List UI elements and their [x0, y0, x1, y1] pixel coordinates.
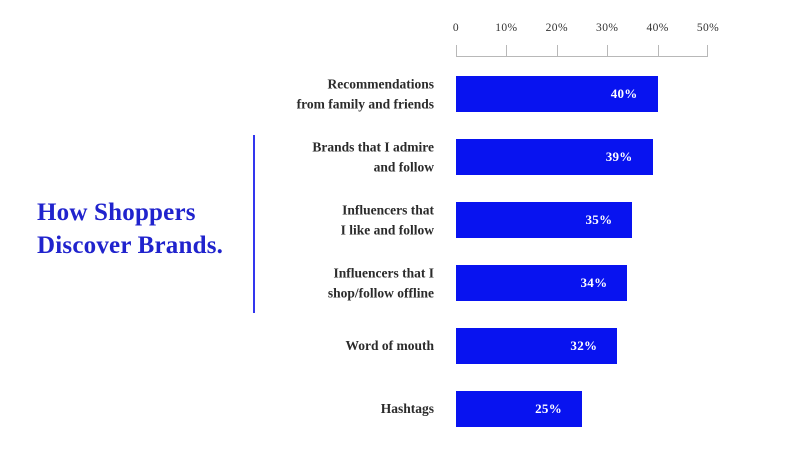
bar-value-label: 34%	[580, 275, 608, 290]
x-axis-tick-labels: 0 10% 20% 30% 40% 50%	[452, 22, 719, 37]
bar-row: Word of mouth 32%	[0, 328, 800, 364]
bar: 40%	[456, 76, 658, 112]
bar-value-label: 39%	[605, 149, 633, 164]
bar: 25%	[456, 391, 582, 427]
bar-row: Hashtags 25%	[0, 391, 800, 427]
axis-tick-label: 40%	[646, 22, 669, 34]
category-label: Influencers that I shop/follow offline	[327, 265, 434, 300]
bar-row: Influencers that I like and follow 35%	[0, 202, 800, 238]
axis-tick	[556, 45, 558, 56]
category-label: Recommendations from family and friends	[296, 76, 434, 111]
x-axis-ruler	[456, 45, 708, 57]
category-label: Hashtags	[380, 401, 434, 417]
category-label: Word of mouth	[345, 338, 434, 354]
chart-title: How Shoppers Discover Brands.	[37, 199, 224, 259]
axis-tick	[607, 45, 609, 56]
axis-tick-label: 10%	[495, 22, 518, 34]
axis-tick	[657, 45, 659, 56]
bar: 32%	[456, 328, 618, 364]
category-label: Influencers that I like and follow	[340, 202, 434, 237]
bar: 39%	[456, 139, 653, 175]
axis-tick	[506, 45, 508, 56]
bar-value-label: 35%	[585, 212, 613, 227]
axis-tick	[707, 45, 708, 56]
category-label: Brands that I admire and follow	[312, 139, 434, 174]
bar: 34%	[456, 265, 628, 301]
bar-value-label: 25%	[535, 401, 562, 416]
bar-row: Influencers that I shop/follow offline 3…	[0, 265, 800, 301]
axis-tick-label: 0	[452, 22, 460, 34]
axis-tick-label: 20%	[545, 22, 568, 34]
bar-row: Recommendations from family and friends …	[0, 76, 800, 112]
axis-tick-label: 50%	[696, 22, 720, 34]
bar: 35%	[456, 202, 633, 238]
axis-tick-label: 30%	[596, 22, 619, 34]
axis-tick	[456, 45, 457, 56]
bar-row: Brands that I admire and follow 39%	[0, 139, 800, 175]
bar-value-label: 40%	[610, 86, 638, 101]
bar-value-label: 32%	[570, 338, 598, 353]
title-divider	[253, 135, 255, 313]
